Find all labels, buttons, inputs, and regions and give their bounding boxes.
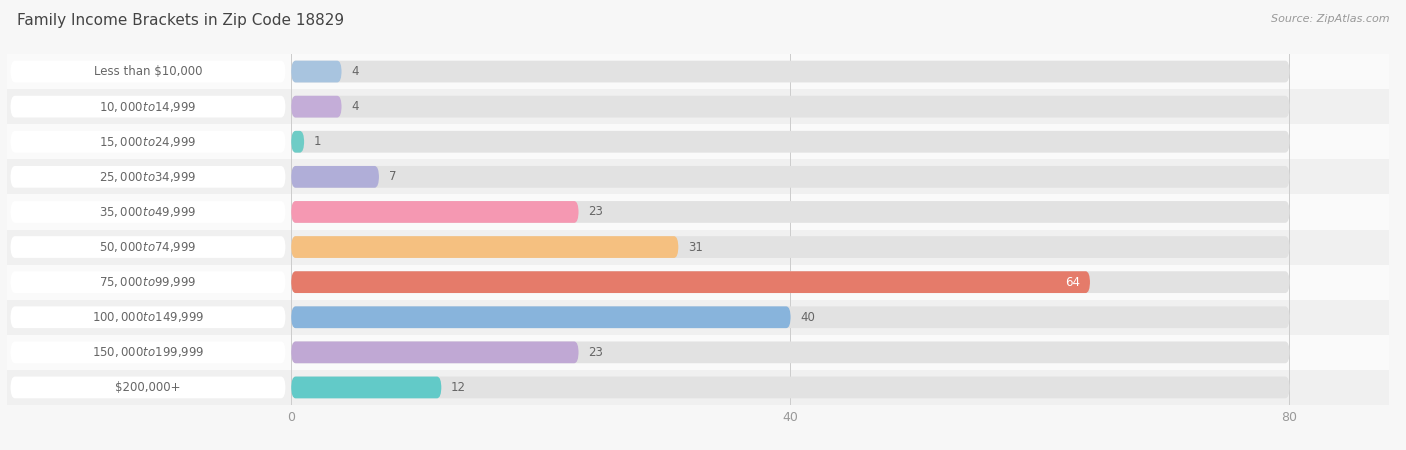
FancyBboxPatch shape xyxy=(291,271,1090,293)
Text: Less than $10,000: Less than $10,000 xyxy=(94,65,202,78)
Bar xyxy=(7,89,1389,124)
FancyBboxPatch shape xyxy=(291,96,1289,117)
Bar xyxy=(7,335,1389,370)
FancyBboxPatch shape xyxy=(291,201,1289,223)
FancyBboxPatch shape xyxy=(291,306,1289,328)
Bar xyxy=(7,159,1389,194)
FancyBboxPatch shape xyxy=(291,166,1289,188)
FancyBboxPatch shape xyxy=(10,342,285,363)
Text: $100,000 to $149,999: $100,000 to $149,999 xyxy=(91,310,204,324)
Text: 64: 64 xyxy=(1064,276,1080,288)
Bar xyxy=(7,194,1389,230)
FancyBboxPatch shape xyxy=(291,131,304,153)
FancyBboxPatch shape xyxy=(10,377,285,398)
Text: 40: 40 xyxy=(800,311,815,324)
FancyBboxPatch shape xyxy=(291,61,342,82)
FancyBboxPatch shape xyxy=(291,342,1289,363)
Bar xyxy=(7,265,1389,300)
FancyBboxPatch shape xyxy=(10,201,285,223)
FancyBboxPatch shape xyxy=(291,342,579,363)
FancyBboxPatch shape xyxy=(291,96,342,117)
FancyBboxPatch shape xyxy=(291,236,678,258)
Bar xyxy=(7,54,1389,89)
Text: Family Income Brackets in Zip Code 18829: Family Income Brackets in Zip Code 18829 xyxy=(17,14,344,28)
FancyBboxPatch shape xyxy=(291,166,380,188)
Bar xyxy=(7,124,1389,159)
FancyBboxPatch shape xyxy=(10,166,285,188)
Text: $15,000 to $24,999: $15,000 to $24,999 xyxy=(100,135,197,149)
Text: 7: 7 xyxy=(388,171,396,183)
Text: $75,000 to $99,999: $75,000 to $99,999 xyxy=(100,275,197,289)
FancyBboxPatch shape xyxy=(10,131,285,153)
FancyBboxPatch shape xyxy=(291,271,1289,293)
Text: $10,000 to $14,999: $10,000 to $14,999 xyxy=(100,99,197,114)
FancyBboxPatch shape xyxy=(10,96,285,117)
Text: 31: 31 xyxy=(688,241,703,253)
Text: $50,000 to $74,999: $50,000 to $74,999 xyxy=(100,240,197,254)
FancyBboxPatch shape xyxy=(291,377,441,398)
FancyBboxPatch shape xyxy=(10,306,285,328)
FancyBboxPatch shape xyxy=(291,306,790,328)
FancyBboxPatch shape xyxy=(291,236,1289,258)
FancyBboxPatch shape xyxy=(10,61,285,82)
Bar xyxy=(7,230,1389,265)
Text: $150,000 to $199,999: $150,000 to $199,999 xyxy=(91,345,204,360)
Text: $25,000 to $34,999: $25,000 to $34,999 xyxy=(100,170,197,184)
Text: Source: ZipAtlas.com: Source: ZipAtlas.com xyxy=(1271,14,1389,23)
Text: 23: 23 xyxy=(588,206,603,218)
Text: 4: 4 xyxy=(352,65,359,78)
FancyBboxPatch shape xyxy=(291,131,1289,153)
FancyBboxPatch shape xyxy=(291,377,1289,398)
Bar xyxy=(7,300,1389,335)
Text: $200,000+: $200,000+ xyxy=(115,381,181,394)
FancyBboxPatch shape xyxy=(10,271,285,293)
Text: 23: 23 xyxy=(588,346,603,359)
Text: 1: 1 xyxy=(314,135,322,148)
FancyBboxPatch shape xyxy=(291,201,579,223)
Text: 12: 12 xyxy=(451,381,467,394)
Text: 4: 4 xyxy=(352,100,359,113)
FancyBboxPatch shape xyxy=(10,236,285,258)
Text: $35,000 to $49,999: $35,000 to $49,999 xyxy=(100,205,197,219)
Bar xyxy=(7,370,1389,405)
FancyBboxPatch shape xyxy=(291,61,1289,82)
